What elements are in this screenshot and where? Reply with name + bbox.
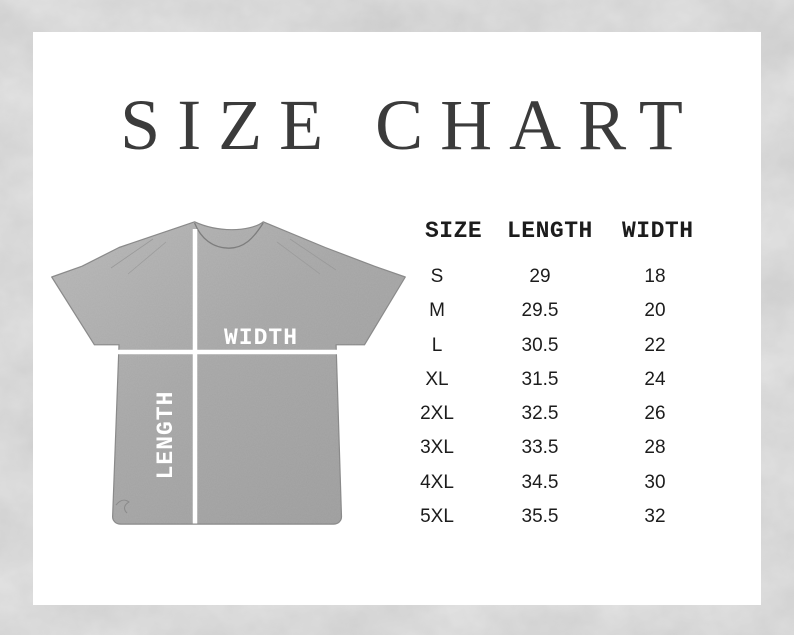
svg-text:WIDTH: WIDTH bbox=[224, 325, 298, 351]
svg-text:LENGTH: LENGTH bbox=[153, 391, 179, 480]
